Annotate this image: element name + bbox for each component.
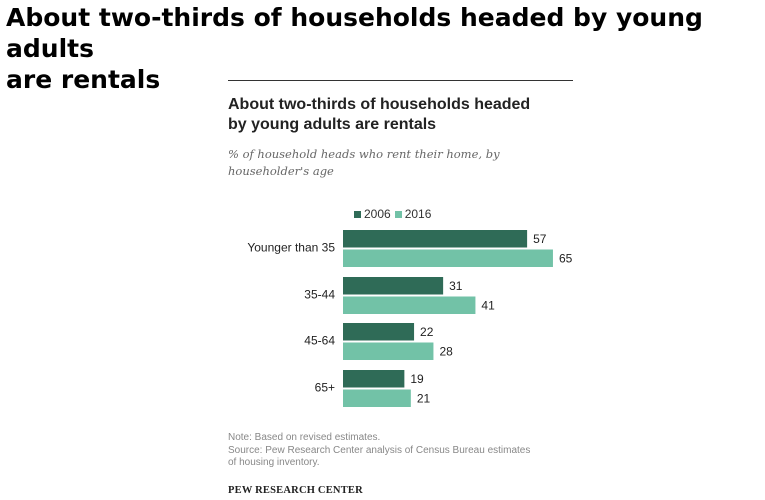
chart-title-line-1: About two-thirds of households headed xyxy=(228,96,531,113)
value-label-younger-than-35-2016: 65 xyxy=(559,251,573,265)
value-label-65-2016: 21 xyxy=(417,391,431,405)
value-label-45-64-2006: 22 xyxy=(420,325,434,339)
chart-card: About two-thirds of households headed by… xyxy=(228,80,573,500)
chart-subtitle: % of household heads who rent their home… xyxy=(228,146,558,180)
value-label-35-44-2006: 31 xyxy=(449,279,463,293)
legend-swatch-2006 xyxy=(354,210,361,218)
chart-title: About two-thirds of households headed by… xyxy=(228,95,573,135)
bar-younger-than-35-2006 xyxy=(343,230,528,248)
chart-legend: 2006 2016 xyxy=(354,207,435,221)
headline-line-2: are rentals xyxy=(6,65,161,94)
pew-logo: PEW RESEARCH CENTER xyxy=(228,485,363,496)
bar-65-2006 xyxy=(343,370,405,388)
chart-title-line-2: by young adults are rentals xyxy=(228,116,437,133)
top-rule xyxy=(228,80,573,81)
value-label-younger-than-35-2006: 57 xyxy=(533,232,547,246)
headline-line-1: About two-thirds of households headed by… xyxy=(6,3,703,63)
bar-35-44-2016 xyxy=(343,296,476,314)
value-label-65-2006: 19 xyxy=(410,372,424,386)
page-headline: About two-thirds of households headed by… xyxy=(6,2,761,95)
legend-swatch-2016 xyxy=(394,210,402,218)
bar-35-44-2006 xyxy=(343,277,444,295)
legend-item-2006: 2006 xyxy=(354,207,391,221)
legend-label-2006: 2006 xyxy=(364,207,391,221)
category-label-65: 65+ xyxy=(315,381,335,395)
legend-label-2016: 2016 xyxy=(404,207,432,221)
value-label-45-64-2016: 28 xyxy=(439,344,453,358)
category-label-younger-than-35: Younger than 35 xyxy=(247,241,335,255)
bar-45-64-2006 xyxy=(343,323,415,341)
note-text: Note: Based on revised estimates. xyxy=(228,432,381,443)
legend-item-2016: 2016 xyxy=(394,207,432,221)
chart-subtitle-line-1: % of household heads who rent their home… xyxy=(228,147,500,161)
source-line-1: Source: Pew Research Center analysis of … xyxy=(228,444,531,456)
value-label-35-44-2016: 41 xyxy=(481,298,495,312)
chart-subtitle-line-2: householder's age xyxy=(228,164,334,178)
bar-65-2016 xyxy=(343,389,411,407)
category-label-45-64: 45-64 xyxy=(304,334,335,348)
bar-45-64-2016 xyxy=(343,342,434,360)
chart-notes: Note: Based on revised estimates. Source… xyxy=(228,432,573,470)
bar-chart: Younger than 35 57 65 35-44 31 41 45-64 22 28 65+… xyxy=(247,230,573,407)
source-line-2: of housing inventory. xyxy=(228,457,320,468)
bar-younger-than-35-2016 xyxy=(343,249,553,267)
category-label-35-44: 35-44 xyxy=(304,288,335,302)
